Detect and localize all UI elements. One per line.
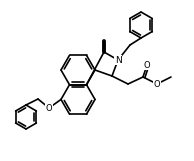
Text: O: O (154, 80, 160, 89)
Text: O: O (144, 61, 150, 70)
Text: O: O (46, 104, 52, 113)
Text: N: N (115, 56, 121, 65)
